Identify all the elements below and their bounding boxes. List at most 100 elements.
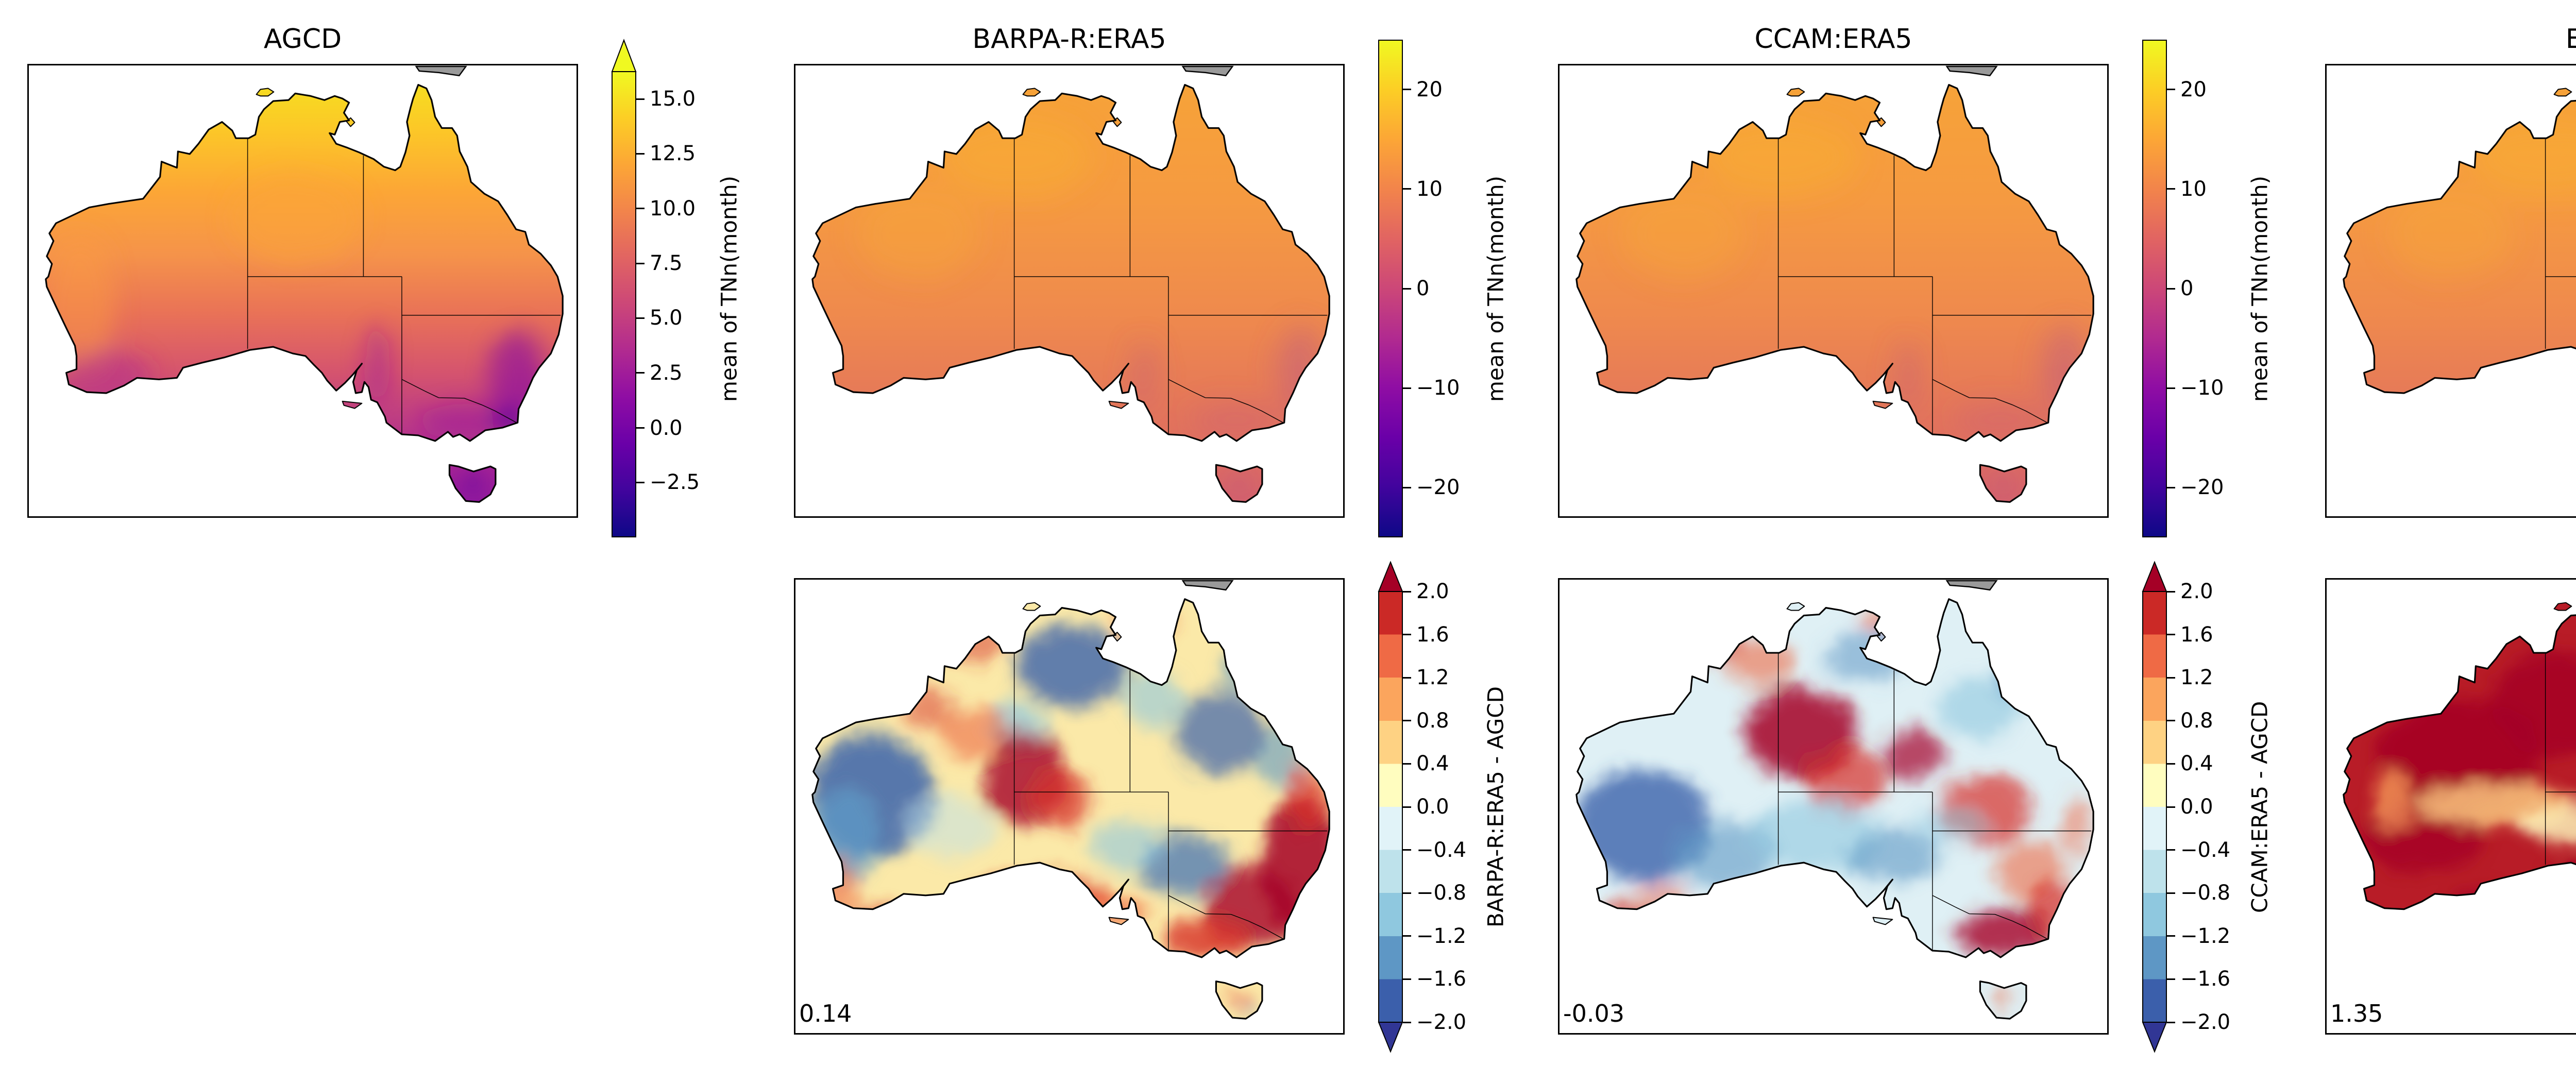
colorbar-tick bbox=[2167, 486, 2175, 488]
colorbar-tick bbox=[1403, 849, 1411, 851]
colorbar-tick bbox=[2167, 188, 2175, 190]
colorbar-tick-label: −0.4 bbox=[1416, 838, 1467, 862]
colorbar-tick-label: −10 bbox=[2180, 376, 2224, 400]
colorbar-tick bbox=[636, 481, 645, 483]
colorbar-tick-label: 10 bbox=[2180, 177, 2207, 201]
colorbar-tick-label: −1.6 bbox=[1416, 967, 1467, 991]
colorbar-tick bbox=[1403, 188, 1411, 190]
colorbar-tick-label: −2.0 bbox=[2180, 1010, 2231, 1034]
colorbar-tick-label: 1.6 bbox=[1416, 622, 1449, 647]
colorbar-axis-label: CCAM:ERA5 - AGCD bbox=[2247, 701, 2273, 913]
map-panel-ccam bbox=[1558, 64, 2109, 518]
colorbar-tick bbox=[1403, 978, 1411, 980]
australia-bias-map-ccam bbox=[1575, 580, 2094, 1020]
colorbar-tick-label: 2.5 bbox=[650, 361, 683, 385]
australia-map-agcd bbox=[45, 65, 564, 503]
map-panel-agcd bbox=[27, 64, 578, 518]
colorbar-agcd: 15.0 12.5 10.0 7.5 5.0 2.5 0.0 −2.5 bbox=[611, 39, 700, 537]
colorbar-tick bbox=[1403, 486, 1411, 488]
colorbar-axis-label: mean of TNn(month) bbox=[716, 175, 742, 402]
colorbar-tick bbox=[636, 208, 645, 210]
colorbar-ccam-bias: 2.0 1.6 1.2 0.8 0.4 0.0 −0.4 −0.8 −1.2 −1.6 −2.0 bbox=[2142, 561, 2230, 1053]
map-panel-era5-bias bbox=[2325, 578, 2576, 1035]
colorbar-tick bbox=[1403, 935, 1411, 937]
colorbar-tick-label: −20 bbox=[2180, 476, 2224, 500]
colorbar-extend-arrow bbox=[2142, 561, 2167, 592]
colorbar-extend-arrow bbox=[1378, 561, 1403, 592]
map-panel-era5 bbox=[2325, 64, 2576, 518]
colorbar-tick bbox=[1403, 634, 1411, 636]
colorbar-tick bbox=[2167, 387, 2175, 389]
colorbar-tick-label: 0.0 bbox=[2180, 795, 2213, 819]
colorbar-tick-label: 12.5 bbox=[650, 142, 696, 166]
colorbar-tick bbox=[2167, 935, 2175, 937]
colorbar-tick-label: −0.8 bbox=[1416, 881, 1467, 905]
colorbar-tick-label: 2.0 bbox=[1416, 580, 1449, 603]
colorbar-tick bbox=[2167, 1021, 2175, 1023]
colorbar-tick bbox=[636, 262, 645, 264]
colorbar-ccam: 20 10 0 −10 −20 bbox=[2142, 40, 2224, 537]
colorbar-tick bbox=[2167, 806, 2175, 808]
colorbar-tick-label: 20 bbox=[2180, 77, 2207, 102]
colorbar-tick bbox=[2167, 590, 2175, 593]
australia-map-ccam bbox=[1575, 65, 2094, 503]
colorbar-tick-label: 10 bbox=[1416, 177, 1443, 201]
colorbar-tick bbox=[636, 153, 645, 155]
colorbar-tick-label: −1.2 bbox=[2180, 924, 2231, 948]
panel-title-ccam: CCAM:ERA5 bbox=[1754, 24, 1912, 55]
colorbar-tick-label: −2.0 bbox=[1416, 1010, 1467, 1034]
colorbar-tick bbox=[2167, 978, 2175, 980]
colorbar-tick-label: 1.6 bbox=[2180, 622, 2213, 647]
colorbar-tick bbox=[1403, 806, 1411, 808]
map-panel-ccam-bias bbox=[1558, 578, 2109, 1035]
colorbar-tick-label: 0.8 bbox=[2180, 708, 2213, 733]
colorbar-tick-label: 0.4 bbox=[2180, 752, 2213, 776]
colorbar-tick-label: 0.4 bbox=[1416, 752, 1449, 776]
colorbar-tick bbox=[1403, 892, 1411, 894]
colorbar-tick bbox=[1403, 288, 1411, 290]
australia-bias-map-barpa bbox=[811, 580, 1330, 1020]
colorbar-tick bbox=[1403, 387, 1411, 389]
australia-map-barpa bbox=[811, 65, 1330, 503]
mean-bias-value: 0.14 bbox=[799, 1000, 852, 1027]
colorbar-tick bbox=[2167, 288, 2175, 290]
colorbar-tick-label: 1.2 bbox=[1416, 666, 1449, 690]
colorbar-tick-label: −1.2 bbox=[1416, 924, 1467, 948]
panel-title-barpa: BARPA-R:ERA5 bbox=[972, 24, 1166, 55]
colorbar-tick-label: −0.8 bbox=[2180, 881, 2231, 905]
colorbar-tick bbox=[2167, 89, 2175, 91]
colorbar-axis-label: BARPA-R:ERA5 - AGCD bbox=[1483, 686, 1509, 927]
mean-bias-value: -0.03 bbox=[1563, 1000, 1625, 1027]
colorbar-tick-label: 0.8 bbox=[1416, 708, 1449, 733]
colorbar-tick-label: −0.4 bbox=[2180, 838, 2231, 862]
colorbar-tick-label: 2.0 bbox=[2180, 580, 2213, 603]
colorbar-tick-label: 0.0 bbox=[650, 416, 683, 440]
colorbar-tick bbox=[636, 427, 645, 429]
colorbar-barpa: 20 10 0 −10 −20 bbox=[1378, 40, 1460, 537]
colorbar-tick bbox=[2167, 763, 2175, 765]
colorbar-extend-arrow bbox=[2142, 1022, 2167, 1053]
colorbar-tick-label: 7.5 bbox=[650, 251, 683, 276]
colorbar-tick-label: 15.0 bbox=[650, 87, 696, 111]
panel-title-agcd: AGCD bbox=[263, 24, 342, 55]
colorbar-barpa-bias: 2.0 1.6 1.2 0.8 0.4 0.0 −0.4 −0.8 −1.2 −1.6 −2.0 bbox=[1378, 561, 1466, 1053]
colorbar-tick-label: 0.0 bbox=[1416, 795, 1449, 819]
map-panel-barpa-bias bbox=[794, 578, 1345, 1035]
australia-bias-map-era5 bbox=[2343, 599, 2576, 1019]
colorbar-tick-label: 20 bbox=[1416, 77, 1443, 102]
colorbar-tick-label: 5.0 bbox=[650, 306, 683, 330]
colorbar-tick bbox=[2167, 892, 2175, 894]
colorbar-axis-label: mean of TNn(month) bbox=[2247, 175, 2273, 402]
colorbar-tick-label: −20 bbox=[1416, 476, 1460, 500]
colorbar-tick bbox=[636, 317, 645, 319]
colorbar-tick bbox=[2167, 849, 2175, 851]
colorbar-tick-label: 1.2 bbox=[2180, 666, 2213, 690]
colorbar-tick bbox=[1403, 763, 1411, 765]
colorbar-extend-arrow bbox=[611, 39, 637, 72]
colorbar-tick bbox=[1403, 720, 1411, 722]
colorbar-tick-label: −10 bbox=[1416, 376, 1460, 400]
map-panel-barpa bbox=[794, 64, 1345, 518]
colorbar-extend-arrow bbox=[1378, 1022, 1403, 1053]
colorbar-tick bbox=[2167, 720, 2175, 722]
